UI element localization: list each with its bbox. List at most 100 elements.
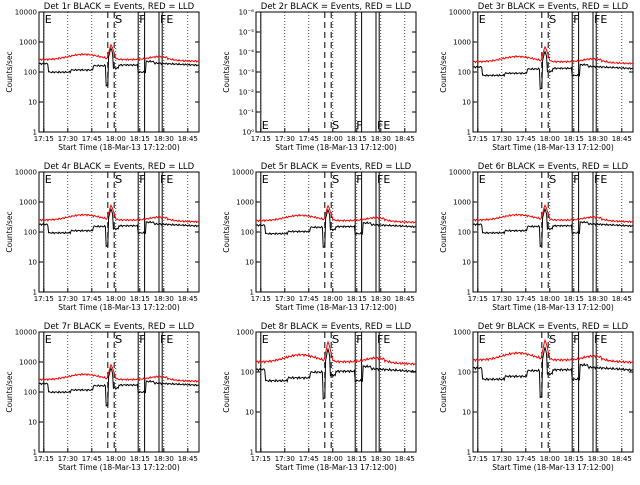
x-tick-label: 18:15 bbox=[130, 455, 150, 463]
x-tick-label: 18:30 bbox=[371, 295, 391, 303]
chart-panel-2: Det 2r BLACK = Events, RED = LLD 17:15 17:… bbox=[222, 2, 417, 152]
event-marker-label: FE bbox=[160, 13, 173, 26]
chart-panel-9: Det 9r BLACK = Events, RED = LLD 17:15 17:… bbox=[439, 322, 634, 472]
event-marker-label: E bbox=[262, 173, 269, 186]
x-tick-label: 18:45 bbox=[395, 135, 415, 143]
y-tick-label: 10000 bbox=[15, 329, 37, 337]
event-marker-label: S bbox=[332, 333, 339, 346]
event-marker-label: S bbox=[332, 173, 339, 186]
event-marker-label: E bbox=[479, 13, 486, 26]
x-tick-label: 17:30 bbox=[58, 295, 78, 303]
event-marker-label: E bbox=[45, 13, 52, 26]
chart-panel-6: Det 6r BLACK = Events, RED = LLD 17:15 17:… bbox=[439, 162, 634, 312]
series-lld bbox=[472, 203, 634, 224]
event-marker-label: S bbox=[549, 333, 556, 346]
x-tick-label: 17:30 bbox=[275, 295, 295, 303]
x-tick-label: 18:15 bbox=[347, 455, 367, 463]
x-tick-label: 18:00 bbox=[540, 455, 560, 463]
plot-frame bbox=[472, 331, 634, 453]
y-tick-label: 1 bbox=[467, 449, 471, 457]
y-tick-label: 100 bbox=[241, 229, 254, 237]
y-tick-label: 1000 bbox=[19, 39, 37, 47]
y-tick-label: 1 bbox=[33, 449, 37, 457]
x-tick-label: 18:00 bbox=[540, 295, 560, 303]
x-tick-label: 17:30 bbox=[492, 455, 512, 463]
event-marker-label: S bbox=[115, 333, 122, 346]
y-tick-label: 10⁻³ bbox=[239, 69, 255, 77]
x-tick-label: 18:15 bbox=[564, 455, 584, 463]
chart-panel-7: Det 7r BLACK = Events, RED = LLD 17:15 17:… bbox=[5, 322, 200, 472]
chart-title: Det 2r BLACK = Events, RED = LLD bbox=[261, 2, 412, 12]
event-marker-label: FE bbox=[160, 173, 173, 186]
x-tick-label: 18:00 bbox=[106, 135, 126, 143]
y-tick-label: 1 bbox=[250, 449, 254, 457]
y-tick-label: 10⁻¹ bbox=[239, 109, 255, 117]
series-lld bbox=[255, 204, 417, 224]
x-tick-label: 18:30 bbox=[154, 135, 174, 143]
x-tick-label: 17:45 bbox=[299, 455, 319, 463]
y-tick-label: 10⁰ bbox=[242, 129, 254, 137]
y-tick-label: 10000 bbox=[449, 9, 471, 17]
y-axis-label: Counts/sec bbox=[439, 211, 448, 252]
series-events bbox=[255, 208, 417, 249]
x-tick-label: 18:45 bbox=[612, 295, 632, 303]
y-tick-label: 10 bbox=[245, 409, 254, 417]
y-tick-label: 1 bbox=[33, 289, 37, 297]
plot-frame bbox=[472, 11, 634, 133]
x-tick-label: 17:30 bbox=[275, 135, 295, 143]
plot-frame bbox=[255, 171, 417, 293]
chart-panel-1: Det 1r BLACK = Events, RED = LLD 17:15 17:… bbox=[5, 2, 200, 152]
chart-panel-4: Det 4r BLACK = Events, RED = LLD 17:15 17:… bbox=[5, 162, 200, 312]
y-tick-label: 10 bbox=[462, 409, 471, 417]
y-tick-label: 1000 bbox=[19, 199, 37, 207]
event-marker-label: F bbox=[139, 13, 145, 26]
y-axis-label: Counts/sec bbox=[439, 51, 448, 92]
x-tick-label: 17:45 bbox=[516, 135, 536, 143]
y-tick-label: 10000 bbox=[15, 169, 37, 177]
y-tick-label: 1 bbox=[33, 129, 37, 137]
event-marker-label: FE bbox=[377, 119, 390, 132]
event-marker-label: F bbox=[139, 333, 145, 346]
x-tick-label: 17:15 bbox=[468, 455, 488, 463]
y-tick-label: 100 bbox=[458, 69, 471, 77]
y-tick-label: 10⁻⁵ bbox=[239, 29, 255, 37]
event-marker-label: S bbox=[115, 13, 122, 26]
chart-panel-5: Det 5r BLACK = Events, RED = LLD 17:15 17:… bbox=[222, 162, 417, 312]
event-marker-label: E bbox=[479, 173, 486, 186]
event-marker-label: F bbox=[573, 13, 579, 26]
series-lld bbox=[255, 340, 417, 366]
chart-title: Det 5r BLACK = Events, RED = LLD bbox=[261, 162, 412, 172]
event-marker-label: FE bbox=[377, 173, 390, 186]
event-marker-label: E bbox=[262, 119, 269, 132]
y-tick-label: 10⁻⁶ bbox=[239, 9, 255, 17]
event-marker-label: F bbox=[356, 173, 362, 186]
x-tick-label: 18:15 bbox=[347, 295, 367, 303]
y-axis-label: Counts/sec bbox=[439, 371, 448, 412]
event-marker-label: F bbox=[139, 173, 145, 186]
y-tick-label: 1 bbox=[467, 289, 471, 297]
y-axis-label: Counts/sec bbox=[222, 51, 231, 92]
x-tick-label: 17:15 bbox=[251, 135, 271, 143]
x-tick-label: 18:00 bbox=[323, 135, 343, 143]
x-tick-label: 18:30 bbox=[371, 135, 391, 143]
y-tick-label: 1 bbox=[467, 129, 471, 137]
y-tick-label: 100 bbox=[24, 69, 37, 77]
y-tick-label: 100 bbox=[24, 229, 37, 237]
series-events bbox=[38, 207, 200, 248]
series-lld bbox=[38, 363, 200, 383]
x-tick-label: 18:45 bbox=[178, 455, 198, 463]
series-events bbox=[472, 345, 634, 399]
event-marker-label: S bbox=[549, 173, 556, 186]
y-tick-label: 100 bbox=[24, 389, 37, 397]
y-tick-label: 1000 bbox=[236, 329, 254, 337]
x-tick-label: 17:15 bbox=[34, 295, 54, 303]
event-marker-label: F bbox=[356, 119, 362, 132]
x-axis-label: Start Time (18-Mar-13 17:12:00) bbox=[492, 143, 614, 152]
x-tick-label: 17:30 bbox=[492, 135, 512, 143]
x-tick-label: 18:00 bbox=[323, 455, 343, 463]
series-events bbox=[255, 347, 417, 400]
series-lld bbox=[38, 203, 200, 224]
event-marker-label: E bbox=[479, 333, 486, 346]
